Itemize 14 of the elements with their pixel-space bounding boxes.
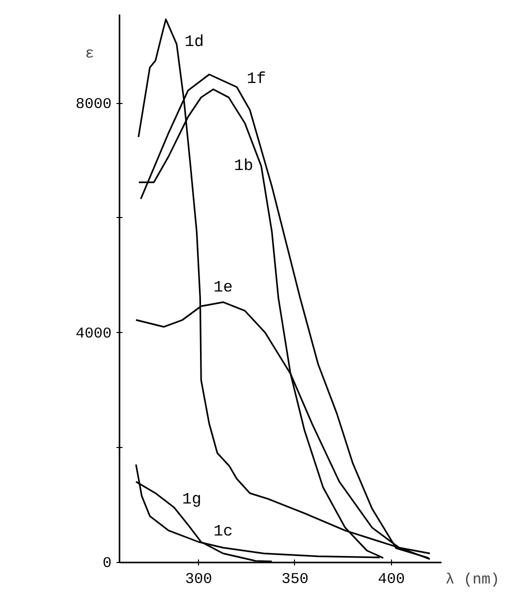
- series-label: 1f: [246, 70, 266, 88]
- x-tick-label: 300: [185, 571, 212, 588]
- x-axis-title: λ (nm): [445, 572, 500, 589]
- series-label: 1g: [182, 490, 202, 509]
- y-axis-title: ε: [85, 46, 94, 63]
- series-label: 1c: [213, 522, 233, 541]
- y-tick-label: 4000: [76, 326, 112, 343]
- series-label: 1e: [213, 278, 233, 297]
- y-tick-label: 8000: [76, 96, 112, 114]
- x-tick-label: 350: [281, 571, 308, 588]
- series-label: 1d: [184, 33, 204, 52]
- x-tick-label: 400: [378, 571, 405, 588]
- y-tick-label: 0: [102, 555, 112, 572]
- series-label: 1b: [234, 157, 254, 176]
